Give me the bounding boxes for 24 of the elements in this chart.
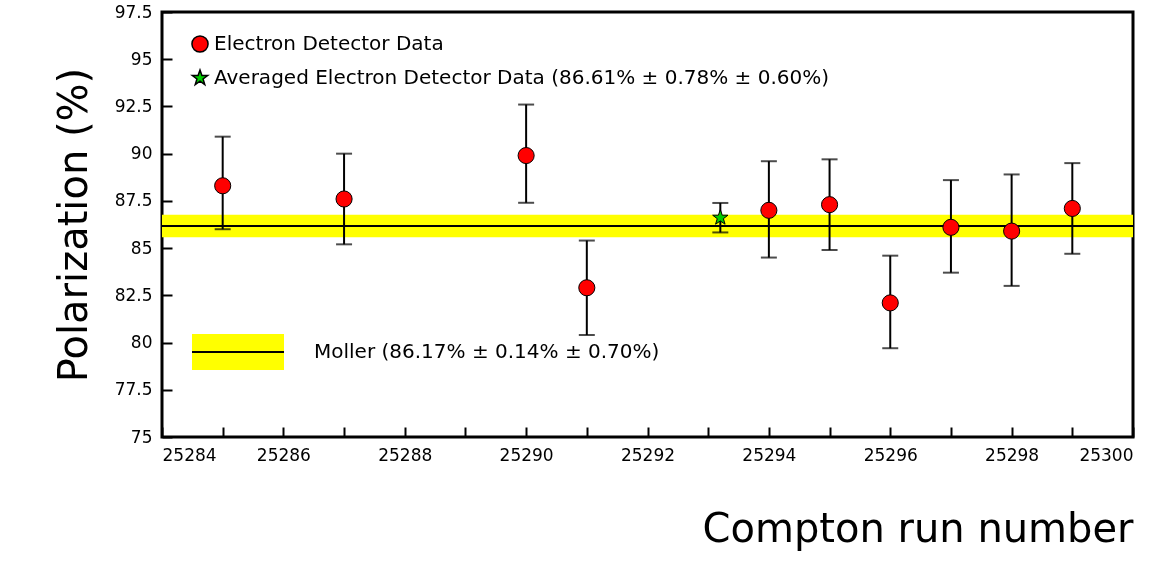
y-tick-label: 97.5 <box>114 1 153 22</box>
legend-label: Moller (86.17% ± 0.14% ± 0.70%) <box>314 339 660 363</box>
y-tick-label: 87.5 <box>114 190 153 211</box>
x-tick-label: 25292 <box>620 444 676 465</box>
y-tick-label: 95 <box>130 48 153 69</box>
y-tick-label: 90 <box>130 143 153 164</box>
y-axis-title: Polarization (%) <box>49 67 96 383</box>
legend-label: Electron Detector Data <box>214 31 444 55</box>
y-tick-label: 85 <box>130 237 153 258</box>
legend-label: Averaged Electron Detector Data (86.61% ± 0.78% ± 0.60%) <box>214 65 830 89</box>
x-tick-label: 25298 <box>985 444 1040 465</box>
y-tick-label: 82.5 <box>114 284 153 305</box>
x-tick-label: 25288 <box>378 444 433 465</box>
x-tick-label: 25290 <box>499 444 554 465</box>
x-tick-label: 25294 <box>742 444 797 465</box>
y-tick-label: 80 <box>130 332 153 353</box>
x-tick-label: 25284 <box>162 444 217 465</box>
x-axis-title: Compton run number <box>702 504 1135 551</box>
x-tick-label: 25300 <box>1079 444 1134 465</box>
y-tick-label: 75 <box>130 426 153 447</box>
y-tick-label: 92.5 <box>114 95 153 116</box>
y-tick-label: 77.5 <box>114 379 153 400</box>
x-tick-label: 25296 <box>863 444 918 465</box>
x-tick-label: 25286 <box>256 444 311 465</box>
